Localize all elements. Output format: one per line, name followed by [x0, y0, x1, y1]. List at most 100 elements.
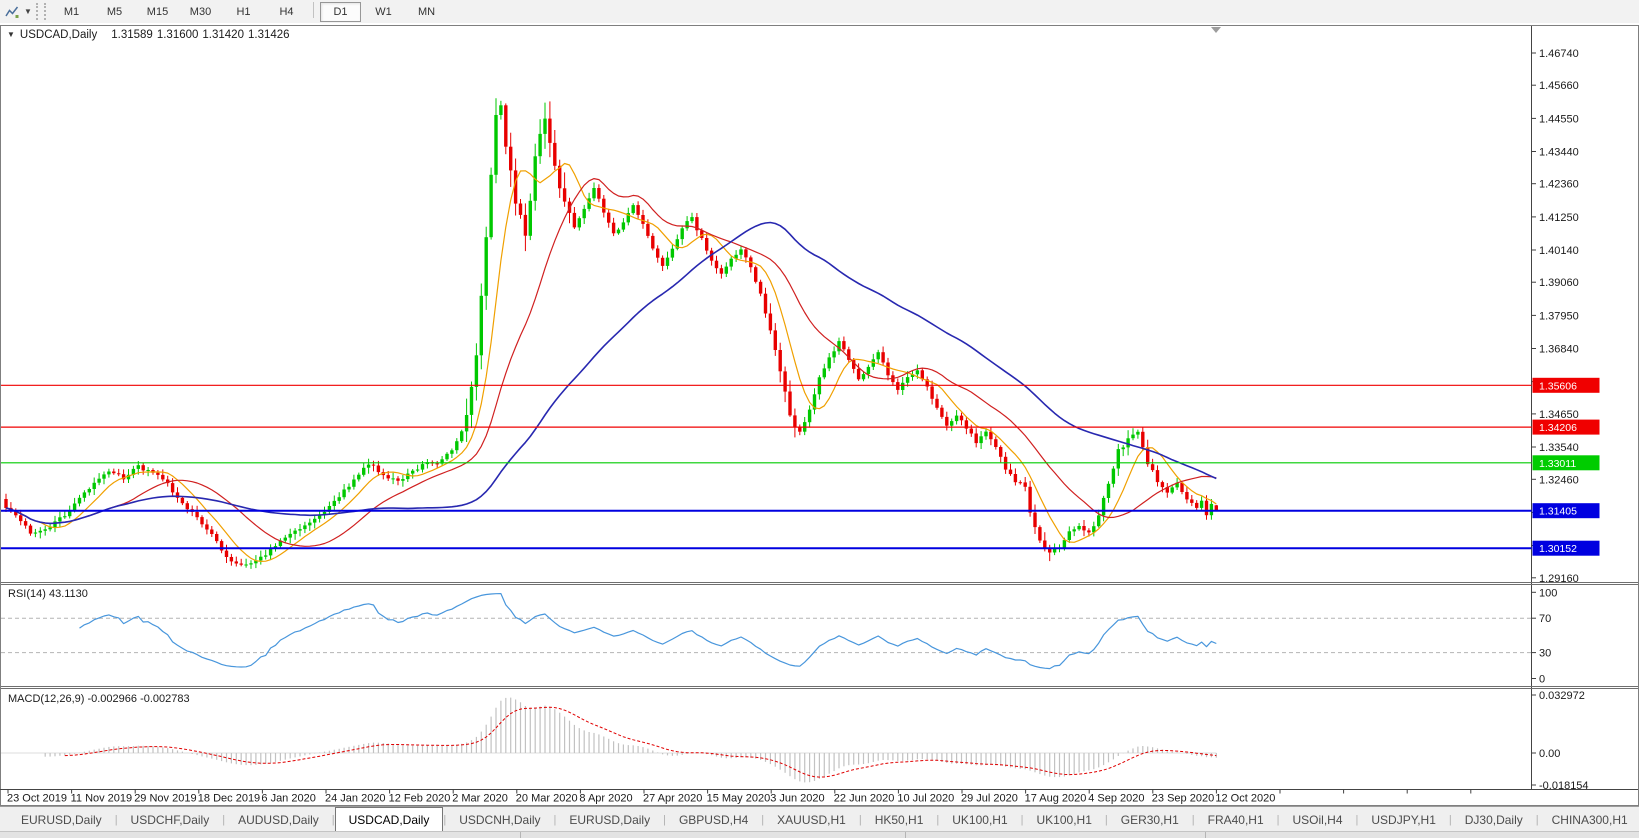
svg-text:22 Jun 2020: 22 Jun 2020 — [834, 793, 895, 805]
timeframe-button-M15[interactable]: M15 — [146, 5, 169, 18]
svg-text:4 Sep 2020: 4 Sep 2020 — [1088, 793, 1144, 805]
chart-tab-USOil-H4[interactable]: USOil,H4 — [1292, 812, 1343, 827]
toolbar-grip[interactable] — [36, 3, 46, 20]
chart-tab-DJ30-Daily[interactable]: DJ30,Daily — [1464, 812, 1523, 827]
timeframe-button-M1[interactable]: M1 — [63, 5, 80, 18]
svg-text:10 Jul 2020: 10 Jul 2020 — [897, 793, 954, 805]
chart-tool-icon[interactable] — [2, 2, 22, 21]
svg-text:8 Apr 2020: 8 Apr 2020 — [579, 793, 632, 805]
svg-text:1.33540: 1.33540 — [1539, 442, 1579, 454]
chart-tab-USDJPY-H1[interactable]: USDJPY,H1 — [1371, 812, 1436, 827]
chart-tab-GBPUSD-H4[interactable]: GBPUSD,H4 — [678, 812, 749, 827]
svg-text:30: 30 — [1539, 648, 1551, 660]
rsi-levels — [1, 617, 1532, 654]
chart-shift-marker-icon[interactable] — [1211, 27, 1221, 33]
svg-text:1.29160: 1.29160 — [1539, 573, 1579, 585]
svg-text:1.31405: 1.31405 — [1539, 506, 1577, 518]
svg-text:11 Nov 2019: 11 Nov 2019 — [71, 793, 133, 805]
timeframe-button-M5[interactable]: M5 — [106, 5, 123, 18]
horizontal-level-lines[interactable] — [1, 384, 1532, 550]
tab-separator: | — [331, 813, 335, 826]
svg-text:1.42360: 1.42360 — [1539, 179, 1579, 191]
chart-canvas[interactable]: 1.46740 1.45660 1.44550 1.43440 1.42360 1.412… — [0, 23, 1639, 806]
svg-text:1.35606: 1.35606 — [1539, 380, 1577, 392]
chart-tab-UK100-H1[interactable]: UK100,H1 — [1036, 812, 1092, 827]
tab-separator: | — [1448, 813, 1452, 826]
chart-tab-UK100-H1[interactable]: UK100,H1 — [952, 812, 1008, 827]
chart-tab-HK50-H1[interactable]: HK50,H1 — [874, 812, 924, 827]
tab-separator: | — [1276, 813, 1280, 826]
chart-window[interactable]: 1.46740 1.45660 1.44550 1.43440 1.42360 1.412… — [0, 23, 1639, 806]
svg-text:12 Feb 2020: 12 Feb 2020 — [389, 793, 451, 805]
timeframe-button-W1[interactable]: W1 — [375, 5, 392, 18]
svg-text:17 Aug 2020: 17 Aug 2020 — [1025, 793, 1087, 805]
svg-text:1.33011: 1.33011 — [1539, 458, 1576, 470]
ohlc-open: 1.31589 — [111, 29, 153, 41]
status-strip-divider — [905, 832, 906, 838]
chart-tab-USDCNH-Daily[interactable]: USDCNH,Daily — [459, 812, 541, 827]
macd-signal-line — [64, 706, 1217, 778]
rsi-axis[interactable]: 100 70 30 0 — [1531, 587, 1558, 686]
collapse-arrow-icon[interactable]: ▼ — [7, 30, 15, 39]
tab-separator: | — [1191, 813, 1195, 826]
chart-tab-GER30-H1[interactable]: GER30,H1 — [1120, 812, 1179, 827]
tab-separator: | — [761, 813, 765, 826]
timeframe-button-MN[interactable]: MN — [417, 5, 436, 18]
ma-medium-line — [5, 178, 1217, 547]
tab-separator: | — [1535, 813, 1539, 826]
svg-text:1.34206: 1.34206 — [1539, 422, 1577, 434]
svg-text:1.45660: 1.45660 — [1539, 80, 1579, 92]
status-strip — [0, 831, 1639, 838]
svg-text:27 Apr 2020: 27 Apr 2020 — [643, 793, 702, 805]
chart-tab-EURUSD-Daily[interactable]: EURUSD,Daily — [21, 812, 102, 827]
chart-tab-USDCHF-Daily[interactable]: USDCHF,Daily — [130, 812, 210, 827]
chart-tab-bar: EURUSD,Daily | USDCHF,Daily | AUDUSD,Daily | U… — [0, 806, 1639, 832]
toolbar-separator — [313, 1, 314, 18]
svg-text:0: 0 — [1539, 674, 1545, 686]
ohlc-high: 1.31600 — [156, 29, 199, 41]
svg-text:23 Oct 2019: 23 Oct 2019 — [7, 793, 67, 805]
svg-text:1.30152: 1.30152 — [1539, 543, 1577, 555]
status-strip-divider — [1205, 832, 1206, 838]
chart-title: ▼ USDCAD,Daily 1.31589 1.31600 1.31420 1.3142… — [7, 29, 290, 41]
timeframe-buttons-group: M1 M5 M15 M30 H1 H4 D1 W1 MN — [50, 1, 448, 22]
rsi-indicator-label: RSI(14) 43.1130 — [8, 588, 88, 600]
svg-text:23 Sep 2020: 23 Sep 2020 — [1152, 793, 1214, 805]
rsi-line — [79, 592, 1217, 670]
timeframe-button-H1[interactable]: H1 — [236, 5, 251, 18]
chart-tab-FRA40-H1[interactable]: FRA40,H1 — [1207, 812, 1264, 827]
time-axis[interactable]: 23 Oct 2019 11 Nov 2019 29 Nov 2019 18 Dec … — [7, 789, 1472, 805]
tab-separator: | — [114, 813, 118, 826]
tab-separator: | — [936, 813, 940, 826]
chart-tabs-group: EURUSD,Daily | USDCHF,Daily | AUDUSD,Daily | U… — [0, 807, 1639, 832]
chart-tab-AUDUSD-Daily[interactable]: AUDUSD,Daily — [238, 812, 319, 827]
chart-tab-EURUSD-Daily[interactable]: EURUSD,Daily — [569, 812, 651, 827]
svg-text:1.32460: 1.32460 — [1539, 474, 1579, 486]
svg-text:100: 100 — [1539, 587, 1557, 599]
chart-tab-USDCAD-Daily[interactable]: USDCAD,Daily — [334, 807, 444, 832]
svg-text:-0.018154: -0.018154 — [1539, 780, 1589, 792]
svg-text:12 Oct 2020: 12 Oct 2020 — [1215, 793, 1275, 805]
ohlc-close: 1.31426 — [247, 29, 290, 41]
timeframe-button-H4[interactable]: H4 — [279, 5, 294, 18]
svg-text:29 Nov 2019: 29 Nov 2019 — [134, 793, 196, 805]
chart-frame — [0, 25, 1639, 806]
chart-tab-XAUUSD-H1[interactable]: XAUUSD,H1 — [777, 812, 846, 827]
svg-text:6 Jan 2020: 6 Jan 2020 — [261, 793, 315, 805]
chart-tab-CHINA300-H1[interactable]: CHINA300,H1 — [1551, 812, 1628, 827]
tab-separator: | — [663, 813, 666, 826]
svg-text:20 Mar 2020: 20 Mar 2020 — [516, 793, 578, 805]
svg-text:1.41250: 1.41250 — [1539, 212, 1579, 224]
tab-separator: | — [222, 813, 226, 826]
svg-text:1.44550: 1.44550 — [1539, 113, 1579, 125]
tab-separator: | — [858, 813, 862, 826]
timeframe-toolbar: ▼ M1 M5 M15 M30 H1 H4 D1 W1 MN — [0, 0, 1639, 24]
ohlc-low: 1.31420 — [202, 29, 244, 41]
svg-text:1.43440: 1.43440 — [1539, 147, 1579, 159]
svg-text:1.40140: 1.40140 — [1539, 245, 1579, 257]
macd-axis[interactable]: 0.032972 0.00 -0.018154 — [1531, 690, 1589, 792]
timeframe-button-M30[interactable]: M30 — [189, 5, 212, 18]
svg-text:1.39060: 1.39060 — [1539, 277, 1579, 289]
chevron-down-icon[interactable]: ▼ — [24, 7, 32, 16]
timeframe-button-D1[interactable]: D1 — [320, 1, 361, 22]
